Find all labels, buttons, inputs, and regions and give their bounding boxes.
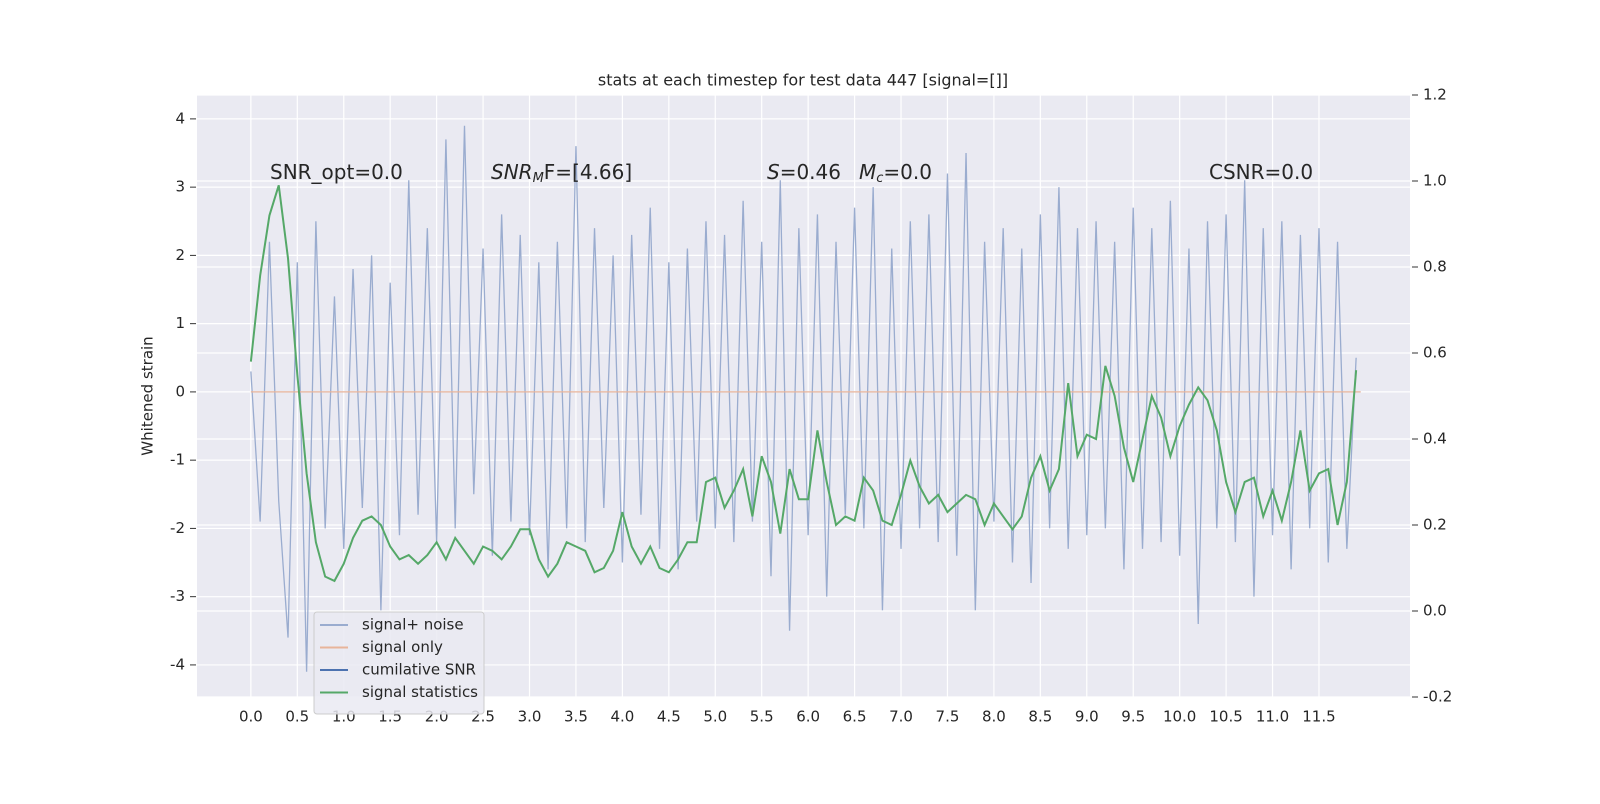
x-tick-label: 6.5 xyxy=(843,708,867,726)
x-tick-label: 7.0 xyxy=(889,708,913,726)
y2-tick-label: 0.8 xyxy=(1423,258,1447,276)
annotation: Mc=0.0 xyxy=(859,160,932,186)
x-tick-label: 5.5 xyxy=(750,708,774,726)
x-tick-label: 7.5 xyxy=(936,708,960,726)
x-tick-label: 8.0 xyxy=(982,708,1006,726)
y-axis-label: Whitened strain xyxy=(139,336,157,455)
x-tick-label: 0.0 xyxy=(239,708,263,726)
annotation-subscript: M xyxy=(533,171,544,186)
legend-label: signal+ noise xyxy=(362,616,464,634)
y-tick-label: 3 xyxy=(175,178,185,196)
x-tick-label: 6.0 xyxy=(796,708,820,726)
y-tick-label: 4 xyxy=(175,109,185,127)
annotation-value: F=[4.66] xyxy=(544,160,632,184)
annotation: S=0.46 xyxy=(767,160,841,184)
y2-tick-label: 1.2 xyxy=(1423,86,1447,104)
y-tick-label: -4 xyxy=(170,655,185,673)
annotation: SNR_opt=0.0 xyxy=(270,160,403,184)
annotation-symbol: S xyxy=(767,160,780,184)
x-tick-label: 10.5 xyxy=(1209,708,1242,726)
legend-box xyxy=(313,611,485,715)
x-tick-label: 4.5 xyxy=(657,708,681,726)
y-tick-label: -1 xyxy=(170,451,185,469)
annotation: SNRMF=[4.66] xyxy=(491,160,632,186)
legend-label: cumilative SNR xyxy=(362,661,476,679)
x-tick-label: 5.0 xyxy=(703,708,727,726)
annotation-value: =0.46 xyxy=(780,160,841,184)
x-tick-label: 3.0 xyxy=(518,708,542,726)
legend-label: signal only xyxy=(362,638,443,656)
x-tick-label: 11.5 xyxy=(1302,708,1335,726)
y-tick-label: 1 xyxy=(175,314,185,332)
annotation-symbol: SNR xyxy=(491,160,533,184)
chart-title: stats at each timestep for test data 447… xyxy=(598,71,1008,90)
y2-tick-label: 0.2 xyxy=(1423,516,1447,534)
x-tick-label: 3.5 xyxy=(564,708,588,726)
series-line xyxy=(249,185,1358,583)
y-tick-label: -2 xyxy=(170,519,185,537)
y-tick-label: 2 xyxy=(175,246,185,264)
y2-tick-label: 0.4 xyxy=(1423,430,1447,448)
annotation-value: =0.0 xyxy=(883,160,932,184)
x-tick-label: 0.5 xyxy=(285,708,309,726)
annotation-text: SNR_opt=0.0 xyxy=(270,160,403,184)
annotation: CSNR=0.0 xyxy=(1209,160,1313,184)
series-line xyxy=(250,125,1357,672)
y2-tick-label: 0.6 xyxy=(1423,344,1447,362)
x-tick-label: 11.0 xyxy=(1256,708,1289,726)
x-tick-label: 10.0 xyxy=(1163,708,1196,726)
y-tick-label: -3 xyxy=(170,587,185,605)
annotation-symbol: M xyxy=(859,160,876,184)
y2-tick-label: 1.0 xyxy=(1423,172,1447,190)
x-tick-label: 4.0 xyxy=(610,708,634,726)
y2-tick-label: 0.0 xyxy=(1423,602,1447,620)
annotation-subscript: c xyxy=(876,171,883,186)
annotation-text: CSNR=0.0 xyxy=(1209,160,1313,184)
legend-label: signal statistics xyxy=(362,683,478,701)
x-tick-label: 9.0 xyxy=(1075,708,1099,726)
x-tick-label: 9.5 xyxy=(1121,708,1145,726)
x-tick-label: 8.5 xyxy=(1028,708,1052,726)
y2-tick-label: -0.2 xyxy=(1423,688,1452,706)
y-tick-label: 0 xyxy=(175,382,185,400)
